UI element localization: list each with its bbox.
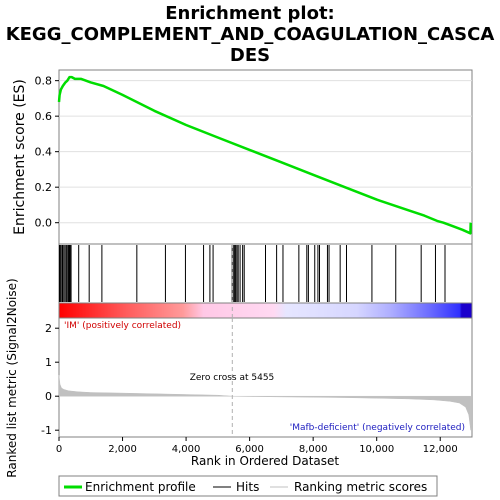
enrichment-profile-line [57,75,472,235]
metric-y-tick-label: 0 [45,390,52,403]
ranking-color-bar [58,302,473,319]
x-axis-label: Rank in Ordered Dataset [191,454,339,468]
x-tick-label: 6,000 [235,444,264,455]
legend-hits-label: Hits [236,480,259,494]
x-axis-ticks: 0 2,000 4,000 6,000 8,000 10,000 12,000 [56,437,458,455]
es-y-tick-label: 0.0 [35,217,53,230]
x-tick-label: 0 [56,444,62,455]
es-y-tick-label: 0.8 [35,75,53,88]
metric-y-tick-label: 1 [45,356,52,369]
es-y-axis-label: Enrichment score (ES) [12,79,28,235]
chart-title-line-2: KEGG_COMPLEMENT_AND_COAGULATION_CASCA [6,24,495,45]
hit-markers [58,245,446,302]
legend-metric-label: Ranking metric scores [294,480,427,494]
x-tick-label: 4,000 [172,444,201,455]
es-y-tick-label: 0.2 [35,181,53,194]
es-y-axis-ticks: 0.0 0.2 0.4 0.6 0.8 [35,75,59,230]
legend-enrichment-label: Enrichment profile [85,480,196,494]
metric-y-axis-label: Ranked list metric (Signal2Noise) [5,278,19,477]
chart-title-line-1: Enrichment plot: [165,3,335,24]
legend-frame [58,475,438,497]
metric-y-tick-label: -1 [41,424,52,437]
x-tick-label: 12,000 [423,444,458,455]
enrichment-score-panel: 0.0 0.2 0.4 0.6 0.8 Enrichment score (ES) [12,69,473,245]
enrichment-profile-path [57,75,472,235]
x-tick-label: 2,000 [108,444,137,455]
zero-cross-annotation: Zero cross at 5455 [190,373,275,383]
ranking-metric-fill [58,375,471,431]
x-tick-label: 8,000 [299,444,328,455]
chart-title-line-3: DES [230,45,270,66]
x-tick-label: 10,000 [359,444,394,455]
hits-panel [58,243,473,304]
positive-correlation-label: 'IM' (positively correlated) [64,321,181,331]
metric-y-axis-ticks: -1 0 1 2 [41,322,59,437]
negative-correlation-label: 'Mafb-deficient' (negatively correlated) [290,423,465,433]
ranking-metric-area [58,375,471,431]
es-y-tick-label: 0.6 [35,110,53,123]
legend: Enrichment profile Hits Ranking metric s… [58,475,438,497]
ranking-color-bar-panel [58,302,473,319]
metric-y-tick-label: 2 [45,322,52,335]
metric-panel-frame [58,317,473,438]
es-gridlines [59,80,472,224]
es-y-tick-label: 0.4 [35,146,53,159]
